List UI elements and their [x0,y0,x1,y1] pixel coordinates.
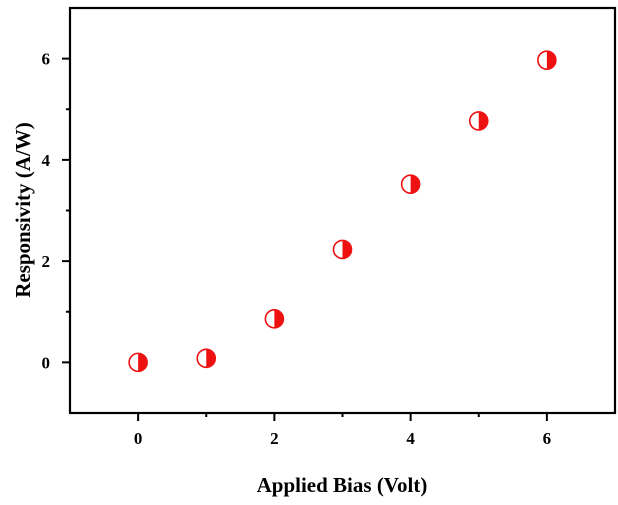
data-point [332,239,353,260]
x-tick-label: 0 [134,429,143,448]
tick-labels: 0 2 4 6 0 2 4 6 [42,50,552,448]
data-point [468,111,489,131]
y-tick-label: 2 [42,252,51,271]
data-point [264,309,285,329]
x-tick-label: 6 [543,429,552,448]
ticks [62,57,548,421]
y-tick-label: 0 [42,353,51,372]
x-tick-label: 2 [270,429,279,448]
x-tick-label: 4 [406,429,415,448]
data-point [537,50,557,70]
data-point [196,348,217,369]
data-point [400,174,421,194]
plot-frame [68,6,617,415]
y-axis-title: Responsivity (A/W) [11,122,35,298]
x-axis-title: Applied Bias (Volt) [257,473,428,497]
data-point [128,352,148,373]
data-points [128,50,557,373]
y-tick-label: 4 [42,151,51,170]
y-tick-label: 6 [42,50,51,69]
